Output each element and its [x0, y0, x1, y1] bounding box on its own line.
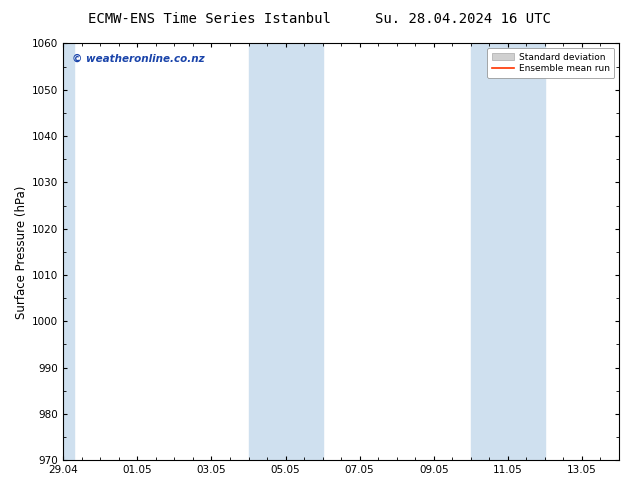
- Legend: Standard deviation, Ensemble mean run: Standard deviation, Ensemble mean run: [488, 48, 614, 78]
- Bar: [249, 44, 323, 460]
- Y-axis label: Surface Pressure (hPa): Surface Pressure (hPa): [15, 185, 28, 318]
- Text: Su. 28.04.2024 16 UTC: Su. 28.04.2024 16 UTC: [375, 12, 551, 26]
- Bar: [63, 44, 74, 460]
- Text: © weatheronline.co.nz: © weatheronline.co.nz: [72, 54, 204, 64]
- Text: ECMW-ENS Time Series Istanbul: ECMW-ENS Time Series Istanbul: [87, 12, 331, 26]
- Bar: [471, 44, 545, 460]
